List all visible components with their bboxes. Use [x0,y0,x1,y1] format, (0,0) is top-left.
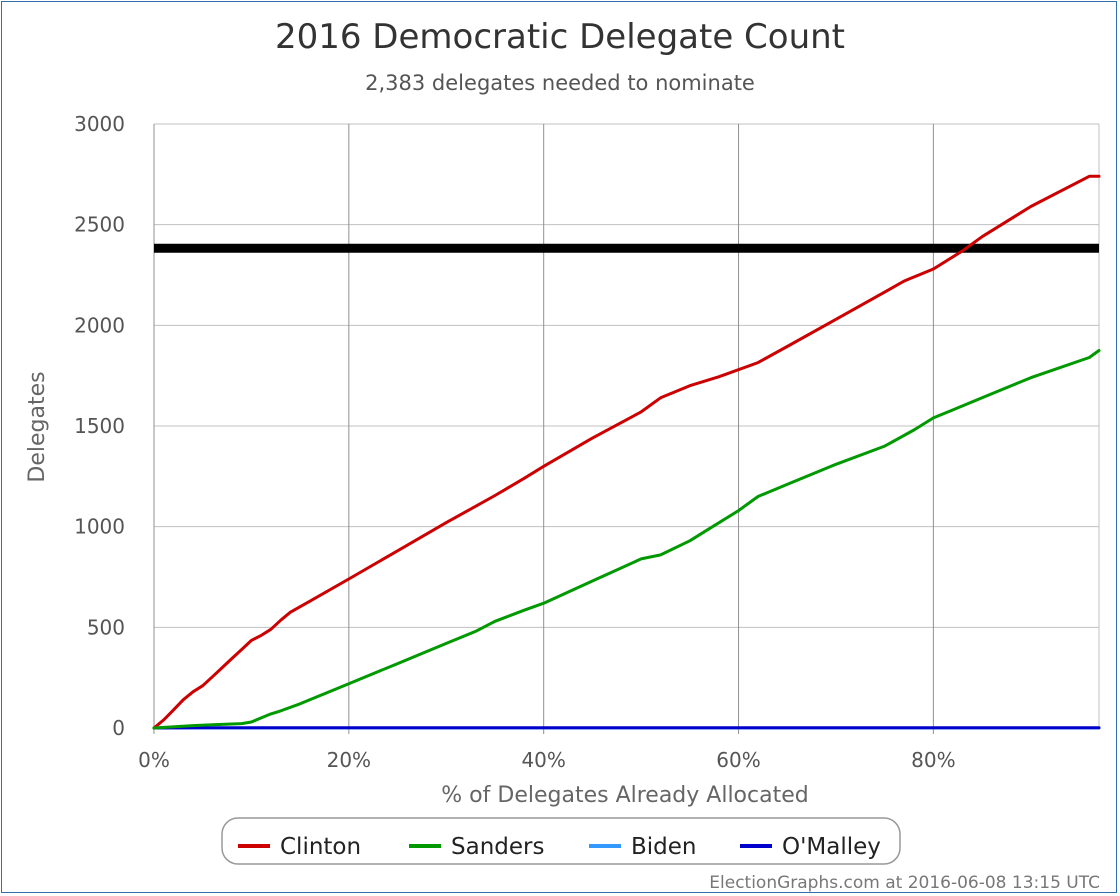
y-tick-label: 500 [87,615,125,639]
axis-ticks: 0 500 1000 1500 2000 2500 3000 0% 20% 40% 60% 80% [74,112,956,772]
series-line-sanders [152,349,1101,730]
legend: Clinton Sanders Biden O'Malley [221,817,901,865]
y-tick-label: 2500 [74,213,125,237]
x-tick-label: 80% [911,748,955,772]
y-tick-label: 2000 [74,313,125,337]
y-tick-label: 1500 [74,414,125,438]
legend-label-sanders: Sanders [451,834,544,860]
chart-subtitle: 2,383 delegates needed to nominate [365,71,755,95]
x-tick-label: 60% [716,748,760,772]
chart-title: 2016 Democratic Delegate Count [275,17,845,57]
series-lines [152,174,1101,730]
legend-label-omalley: O'Malley [782,834,881,860]
legend-box [221,817,901,865]
y-axis-title: Delegates [25,371,50,482]
y-tick-label: 3000 [74,112,125,136]
x-tick-label: 20% [327,748,371,772]
legend-label-clinton: Clinton [280,834,361,860]
legend-label-biden: Biden [631,834,697,860]
x-tick-label: 40% [521,748,565,772]
series-line-clinton [152,174,1101,730]
y-tick-label: 1000 [74,515,125,539]
credit-text: ElectionGraphs.com at 2016-06-08 13:15 U… [709,873,1100,893]
x-tick-label: 0% [138,748,170,772]
x-axis-title: % of Delegates Already Allocated [441,783,808,808]
y-tick-label: 0 [112,716,125,740]
grid [153,123,1100,734]
